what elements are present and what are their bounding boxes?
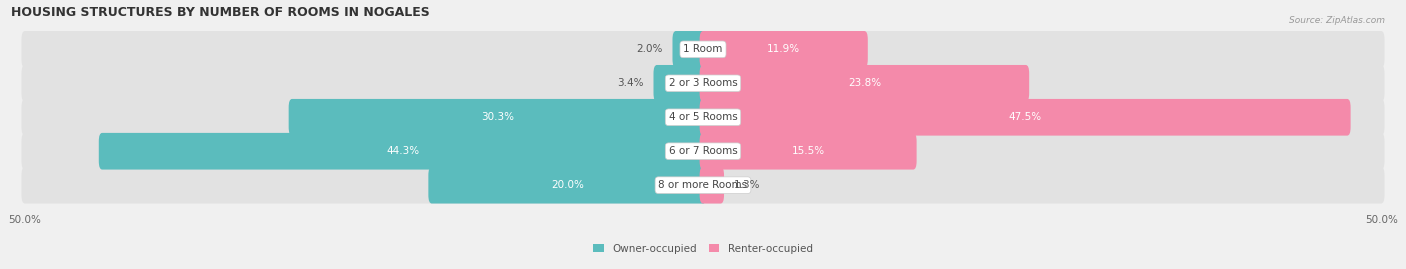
Text: 47.5%: 47.5% <box>1008 112 1042 122</box>
FancyBboxPatch shape <box>700 65 1029 102</box>
FancyBboxPatch shape <box>21 167 1385 204</box>
Text: 2 or 3 Rooms: 2 or 3 Rooms <box>669 78 737 88</box>
Text: 4 or 5 Rooms: 4 or 5 Rooms <box>669 112 737 122</box>
FancyBboxPatch shape <box>672 31 706 68</box>
Text: 8 or more Rooms: 8 or more Rooms <box>658 180 748 190</box>
Text: 6 or 7 Rooms: 6 or 7 Rooms <box>669 146 737 156</box>
Text: 11.9%: 11.9% <box>768 44 800 54</box>
FancyBboxPatch shape <box>700 31 868 68</box>
Text: 30.3%: 30.3% <box>481 112 515 122</box>
Text: 15.5%: 15.5% <box>792 146 825 156</box>
FancyBboxPatch shape <box>700 99 1351 136</box>
FancyBboxPatch shape <box>654 65 706 102</box>
Text: 3.4%: 3.4% <box>617 78 644 88</box>
FancyBboxPatch shape <box>21 65 1385 102</box>
FancyBboxPatch shape <box>21 99 1385 136</box>
FancyBboxPatch shape <box>21 31 1385 68</box>
Text: 44.3%: 44.3% <box>387 146 419 156</box>
Legend: Owner-occupied, Renter-occupied: Owner-occupied, Renter-occupied <box>589 239 817 258</box>
FancyBboxPatch shape <box>98 133 706 169</box>
Text: 2.0%: 2.0% <box>636 44 662 54</box>
Text: 1 Room: 1 Room <box>683 44 723 54</box>
FancyBboxPatch shape <box>429 167 706 204</box>
Text: 20.0%: 20.0% <box>551 180 583 190</box>
Text: HOUSING STRUCTURES BY NUMBER OF ROOMS IN NOGALES: HOUSING STRUCTURES BY NUMBER OF ROOMS IN… <box>11 6 430 19</box>
FancyBboxPatch shape <box>288 99 706 136</box>
Text: 1.3%: 1.3% <box>734 180 761 190</box>
Text: Source: ZipAtlas.com: Source: ZipAtlas.com <box>1289 16 1385 25</box>
FancyBboxPatch shape <box>700 167 724 204</box>
FancyBboxPatch shape <box>21 133 1385 169</box>
FancyBboxPatch shape <box>700 133 917 169</box>
Text: 23.8%: 23.8% <box>848 78 882 88</box>
